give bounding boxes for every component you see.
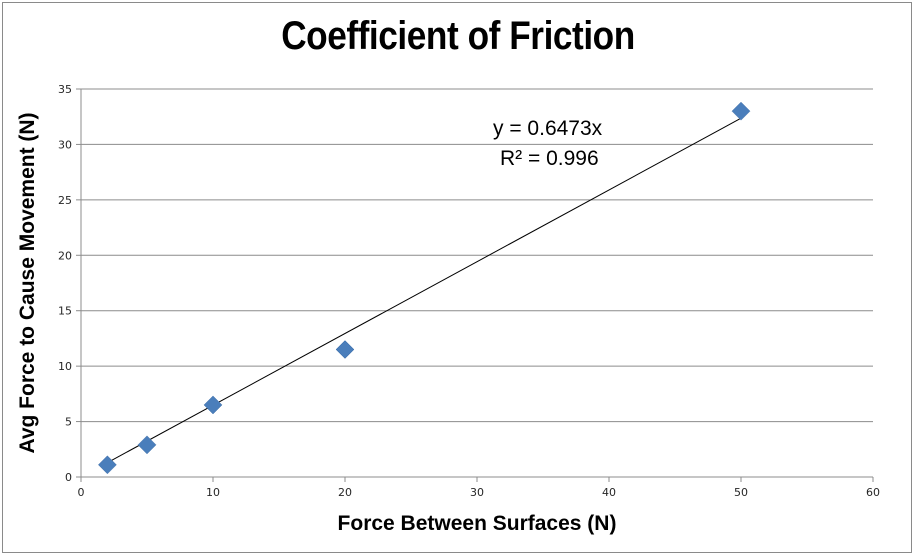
trendline-equation: y = 0.6473x: [493, 117, 603, 140]
data-points: [98, 101, 751, 475]
x-tick-label: 20: [338, 486, 352, 499]
data-point-diamond: [335, 340, 355, 359]
y-tick-label: 10: [58, 360, 72, 373]
tick-labels: 0 5 10 15 20 25 30 35 0 10 20 30 40 50 60: [58, 83, 880, 499]
data-point-diamond: [98, 455, 117, 475]
x-tick-label: 0: [78, 486, 85, 499]
trendline: [107, 117, 742, 464]
x-axis-label: Force Between Surfaces (N): [337, 512, 617, 535]
x-tick-label: 40: [602, 486, 616, 499]
x-tick-label: 60: [866, 486, 880, 499]
y-tick-label: 30: [58, 138, 72, 151]
trendline-r-squared: R² = 0.996: [500, 147, 599, 170]
data-point-diamond: [203, 395, 223, 415]
axes: [76, 88, 874, 482]
y-tick-label: 25: [58, 194, 72, 207]
chart-title: Coefficient of Friction: [281, 14, 635, 58]
x-tick-label: 10: [206, 486, 220, 499]
gridlines: [81, 88, 873, 423]
y-tick-label: 20: [58, 249, 72, 262]
data-point-diamond: [137, 435, 157, 455]
x-tick-label: 30: [470, 486, 484, 499]
trendline-line: [107, 117, 742, 464]
y-tick-label: 35: [58, 83, 72, 96]
y-tick-label: 5: [65, 416, 72, 429]
y-tick-label: 0: [65, 471, 72, 484]
x-tick-label: 50: [734, 486, 748, 499]
y-tick-label: 15: [58, 305, 72, 318]
data-point-diamond: [731, 101, 751, 121]
